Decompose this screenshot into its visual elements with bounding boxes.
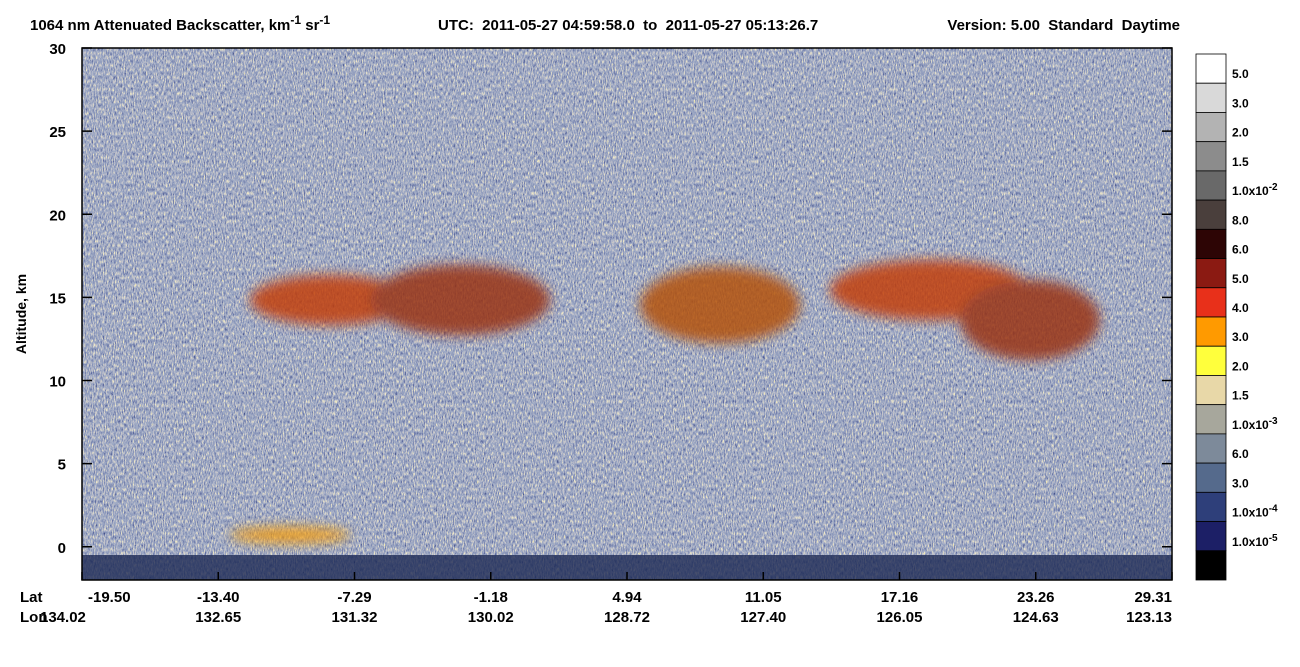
- colorbar-label-text: 4.0: [1232, 301, 1249, 315]
- colorbar-label-text: 3.0: [1232, 330, 1249, 344]
- colorbar-label: 5.0: [1232, 67, 1249, 81]
- colorbar-swatch: [1195, 199, 1227, 230]
- colorbar-swatch: [1195, 550, 1227, 581]
- colorbar-swatch: [1195, 258, 1227, 289]
- lon-tick-label: 127.40: [740, 609, 786, 626]
- y-tick-label: 0: [58, 540, 66, 557]
- colorbar-label-text: 6.0: [1232, 243, 1249, 257]
- lat-tick-label: -7.29: [337, 589, 371, 606]
- lat-tick-label: 29.31: [1134, 589, 1172, 606]
- y-tick-label: 10: [49, 374, 66, 391]
- colorbar-label: 3.0: [1232, 330, 1249, 344]
- colorbar-swatch: [1195, 287, 1227, 318]
- colorbar-swatch: [1195, 112, 1227, 143]
- colorbar-swatch: [1195, 404, 1227, 435]
- colorbar-label-text: 2.0: [1232, 359, 1249, 373]
- lon-tick-label: 128.72: [604, 609, 650, 626]
- cloud-layer: [230, 260, 1100, 543]
- y-tick-label: 30: [49, 41, 66, 58]
- colorbar-label-text: 3.0: [1232, 96, 1249, 110]
- colorbar-label: 4.0: [1232, 301, 1249, 315]
- colorbar-label-text: 6.0: [1232, 447, 1249, 461]
- colorbar-swatch: [1195, 141, 1227, 172]
- colorbar-swatch: [1195, 82, 1227, 113]
- colorbar-swatch: [1195, 316, 1227, 347]
- colorbar-swatch: [1195, 228, 1227, 259]
- y-tick-label: 25: [49, 124, 66, 141]
- colorbar-swatch: [1195, 53, 1227, 84]
- version: Version: 5.00 Standard Daytime: [947, 17, 1180, 34]
- time-range: UTC: 2011-05-27 04:59:58.0 to 2011-05-27…: [438, 17, 818, 34]
- colorbar-swatch: [1195, 170, 1227, 201]
- colorbar-label-text: 1.5: [1232, 389, 1249, 403]
- colorbar-swatch: [1195, 491, 1227, 522]
- colorbar-label: 5.0: [1232, 272, 1249, 286]
- colorbar-label-text: 1.0x10: [1232, 535, 1269, 549]
- lat-tick-label: 11.05: [745, 589, 782, 606]
- colorbar-label-text: 8.0: [1232, 213, 1249, 227]
- colorbar-swatch: [1195, 375, 1227, 406]
- title: 1064 nm Attenuated Backscatter, km-1 sr-…: [30, 13, 330, 34]
- colorbar-label-text: 1.0x10: [1232, 506, 1269, 520]
- lat-tick-label: -13.40: [197, 589, 240, 606]
- lon-tick-label: 132.65: [195, 609, 241, 626]
- colorbar-label: 1.5: [1232, 389, 1249, 403]
- lon-tick-label: 130.02: [468, 609, 514, 626]
- lat-tick-label: 23.26: [1017, 589, 1055, 606]
- lon-tick-label: 124.63: [1013, 609, 1059, 626]
- colorbar-label: 2.0: [1232, 359, 1249, 373]
- lon-tick-label: 131.32: [332, 609, 378, 626]
- colorbar-label-text: 5.0: [1232, 67, 1249, 81]
- colorbar-label: 8.0: [1232, 213, 1249, 227]
- y-axis-label: Altitude, km: [13, 274, 29, 354]
- colorbar-label-exponent: -3: [1269, 416, 1278, 427]
- colorbar-label-text: 1.0x10: [1232, 418, 1269, 432]
- lon-tick-label: 126.05: [877, 609, 923, 626]
- colorbar-label: 1.0x10-3: [1232, 416, 1278, 432]
- colorbar-label-text: 1.0x10: [1232, 184, 1269, 198]
- colorbar-label: 3.0: [1232, 96, 1249, 110]
- lat-tick-label: -19.50: [88, 589, 131, 606]
- lat-label: Lat: [20, 589, 43, 606]
- lon-tick-label: 123.13: [1126, 609, 1172, 626]
- lat-tick-label: -1.18: [474, 589, 508, 606]
- colorbar-label: 1.5: [1232, 155, 1249, 169]
- colorbar-label-text: 3.0: [1232, 476, 1249, 490]
- colorbar-label-text: 2.0: [1232, 126, 1249, 140]
- colorbar-label: 2.0: [1232, 126, 1249, 140]
- colorbar-label: 6.0: [1232, 447, 1249, 461]
- colorbar-label: 3.0: [1232, 476, 1249, 490]
- y-tick-label: 20: [49, 207, 66, 224]
- colorbar-swatch: [1195, 462, 1227, 493]
- lon-tick-label: 134.02: [40, 609, 86, 626]
- colorbar-label-exponent: -5: [1269, 533, 1278, 544]
- colorbar-label-text: 1.5: [1232, 155, 1249, 169]
- colorbar-label-exponent: -2: [1269, 182, 1278, 193]
- colorbar-label-text: 5.0: [1232, 272, 1249, 286]
- colorbar-label-exponent: -4: [1269, 504, 1278, 515]
- colorbar-swatch: [1195, 433, 1227, 464]
- lat-tick-label: 17.16: [881, 589, 919, 606]
- colorbar-swatch: [1195, 521, 1227, 552]
- colorbar-swatch: [1195, 345, 1227, 376]
- colorbar-label: 1.0x10-2: [1232, 182, 1278, 198]
- plot-area: [81, 47, 1173, 581]
- y-tick-label: 5: [58, 457, 66, 474]
- colorbar-label: 1.0x10-4: [1232, 504, 1278, 520]
- lon-label: Lon: [20, 609, 48, 626]
- colorbar-label: 6.0: [1232, 243, 1249, 257]
- colorbar-label: 1.0x10-5: [1232, 533, 1278, 549]
- y-tick-label: 15: [49, 290, 66, 307]
- lat-tick-label: 4.94: [612, 589, 642, 606]
